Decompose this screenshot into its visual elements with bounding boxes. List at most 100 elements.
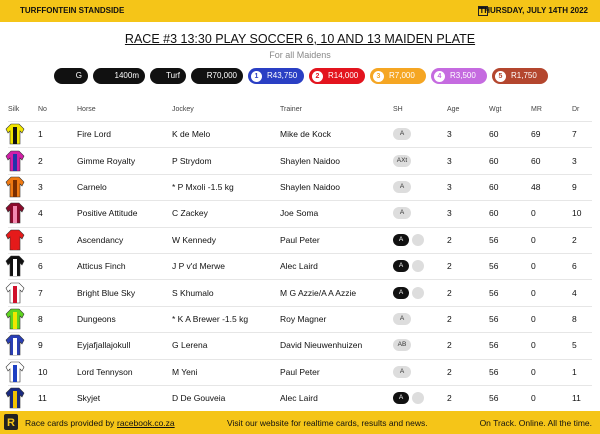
- sh-circle: [412, 260, 424, 273]
- cell: 3: [38, 182, 43, 192]
- cell: 56: [489, 393, 499, 404]
- cell: 1: [572, 366, 577, 377]
- row-divider: [8, 358, 592, 360]
- cell: 3: [447, 155, 452, 166]
- cell: Alec Laird: [280, 393, 318, 404]
- stake-amount: R14,000: [328, 71, 359, 80]
- cell: Ascendancy: [77, 234, 124, 245]
- sh-badge: A: [393, 260, 409, 273]
- sh-badge: AB: [393, 339, 411, 352]
- cell: Lord Tennyson: [77, 366, 133, 377]
- cell: 48: [531, 182, 541, 192]
- footer-bar: [0, 411, 600, 434]
- header-bar: [0, 0, 600, 22]
- cell: * K A Brewer -1.5 kg: [172, 314, 249, 324]
- stake-pill: 2 R14,000: [309, 68, 365, 84]
- cell: 4: [38, 208, 43, 219]
- column-header: Silk: [8, 106, 20, 113]
- cell: Gimme Royalty: [77, 155, 136, 166]
- cell: 2: [38, 155, 43, 166]
- cell: 69: [531, 129, 541, 140]
- cell: Skyjet: [77, 393, 101, 404]
- row-divider: [8, 147, 592, 149]
- footer-link[interactable]: racebook.co.za: [117, 418, 175, 428]
- cell: 56: [489, 261, 499, 272]
- cell: 10: [572, 208, 582, 219]
- condition-pill: Turf: [150, 68, 186, 84]
- cell: 60: [489, 208, 499, 219]
- silk: [5, 361, 25, 383]
- sh-badge: A: [393, 365, 411, 378]
- cell: 56: [489, 287, 499, 298]
- stake-place: 4: [434, 70, 445, 82]
- sh-badge: A: [393, 207, 411, 220]
- sh-badge: A: [393, 233, 409, 246]
- cell: 7: [38, 287, 43, 298]
- cell: 60: [489, 155, 499, 166]
- silk: [5, 387, 25, 409]
- silk: [5, 308, 25, 330]
- cell: 3: [447, 129, 452, 140]
- condition-pill: R70,000: [191, 68, 243, 84]
- cell: 2: [447, 366, 452, 377]
- cell: 10: [38, 366, 48, 377]
- condition-pill: 1400m: [93, 68, 145, 84]
- cell: 56: [489, 366, 499, 377]
- cell: 6: [38, 261, 43, 272]
- stake-pill: 4 R3,500: [431, 68, 487, 84]
- stake-pill: 3 R7,000: [370, 68, 426, 84]
- cell: 5: [572, 340, 577, 351]
- cell: 0: [531, 287, 536, 298]
- cell: S Khumalo: [172, 287, 214, 298]
- cell: 5: [38, 234, 43, 245]
- cell: Bright Blue Sky: [77, 287, 136, 298]
- column-header: Jockey: [172, 106, 194, 113]
- cell: 9: [572, 182, 577, 192]
- cell: Paul Peter: [280, 234, 320, 245]
- cell: D De Gouveia: [172, 393, 226, 404]
- sh-badge: AXt: [393, 154, 411, 167]
- cell: 0: [531, 340, 536, 351]
- venue: TURFFONTEIN STANDSIDE: [20, 6, 125, 15]
- cell: Shaylen Naidoo: [280, 155, 341, 166]
- cell: 60: [531, 155, 541, 166]
- column-header: Age: [447, 106, 460, 113]
- cell: K de Melo: [172, 129, 211, 140]
- cell: 0: [531, 208, 536, 219]
- footer-visit: Visit our website for realtime cards, re…: [227, 418, 428, 428]
- row-divider: [8, 253, 592, 254]
- sh-circle: [412, 286, 424, 299]
- silk: [5, 123, 25, 145]
- column-header: Trainer: [280, 106, 302, 113]
- silk: [5, 282, 25, 303]
- cell: Positive Attitude: [77, 208, 138, 219]
- cell: 2: [447, 314, 452, 324]
- cell: 2: [447, 393, 452, 404]
- cell: Shaylen Naidoo: [280, 182, 341, 192]
- cell: 0: [531, 234, 536, 245]
- column-header: MR: [531, 106, 542, 113]
- cell: 3: [447, 182, 452, 192]
- cell: 2: [447, 287, 452, 298]
- column-header: Horse: [77, 106, 96, 113]
- silk: [5, 176, 25, 198]
- cell: Atticus Finch: [77, 261, 126, 272]
- stake-place: 3: [373, 70, 384, 82]
- silk: [5, 203, 25, 224]
- silk: [5, 150, 25, 171]
- date: THURSDAY, JULY 14TH 2022: [479, 6, 588, 15]
- sh-circle: [412, 392, 424, 405]
- condition-text: 1400m: [114, 71, 139, 80]
- cell: 3: [447, 208, 452, 219]
- row-divider: [8, 200, 592, 202]
- cell: 6: [572, 261, 577, 272]
- sh-badge: A: [393, 181, 411, 193]
- cell: 2: [572, 234, 577, 245]
- cell: 0: [531, 393, 536, 404]
- condition-text: G: [75, 71, 82, 80]
- cell: Dungeons: [77, 314, 116, 324]
- cell: 2: [447, 261, 452, 272]
- calendar-icon: [478, 6, 488, 16]
- cell: Alec Laird: [280, 261, 318, 272]
